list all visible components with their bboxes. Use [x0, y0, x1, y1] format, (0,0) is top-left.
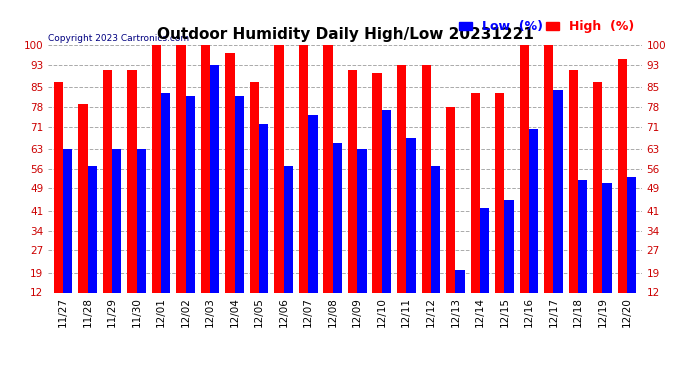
Bar: [495, 93, 504, 292]
Bar: [275, 45, 284, 292]
Bar: [103, 70, 112, 292]
Bar: [455, 270, 464, 292]
Bar: [54, 82, 63, 292]
Bar: [397, 64, 406, 292]
Bar: [578, 180, 587, 292]
Bar: [569, 70, 578, 292]
Bar: [284, 166, 293, 292]
Bar: [259, 124, 268, 292]
Bar: [504, 200, 513, 292]
Bar: [78, 104, 88, 292]
Bar: [618, 59, 627, 292]
Bar: [333, 144, 342, 292]
Bar: [382, 110, 391, 292]
Bar: [186, 96, 195, 292]
Bar: [127, 70, 137, 292]
Bar: [627, 177, 636, 292]
Bar: [299, 45, 308, 292]
Bar: [177, 45, 186, 292]
Bar: [406, 138, 415, 292]
Bar: [471, 93, 480, 292]
Bar: [602, 183, 612, 292]
Bar: [480, 208, 489, 292]
Bar: [235, 96, 244, 292]
Bar: [446, 107, 455, 292]
Bar: [137, 149, 146, 292]
Bar: [88, 166, 97, 292]
Bar: [544, 45, 553, 292]
Bar: [553, 90, 563, 292]
Bar: [431, 166, 440, 292]
Bar: [529, 129, 538, 292]
Bar: [250, 82, 259, 292]
Bar: [308, 116, 317, 292]
Bar: [161, 93, 170, 292]
Bar: [63, 149, 72, 292]
Bar: [226, 54, 235, 292]
Bar: [324, 45, 333, 292]
Bar: [112, 149, 121, 292]
Bar: [348, 70, 357, 292]
Bar: [210, 64, 219, 292]
Bar: [520, 45, 529, 292]
Legend: Low  (%), High  (%): Low (%), High (%): [458, 19, 635, 34]
Bar: [593, 82, 602, 292]
Bar: [422, 64, 431, 292]
Bar: [373, 73, 382, 292]
Title: Outdoor Humidity Daily High/Low 20231221: Outdoor Humidity Daily High/Low 20231221: [157, 27, 533, 42]
Bar: [357, 149, 366, 292]
Bar: [152, 45, 161, 292]
Bar: [201, 45, 210, 292]
Text: Copyright 2023 Cartronics.com: Copyright 2023 Cartronics.com: [48, 33, 190, 42]
